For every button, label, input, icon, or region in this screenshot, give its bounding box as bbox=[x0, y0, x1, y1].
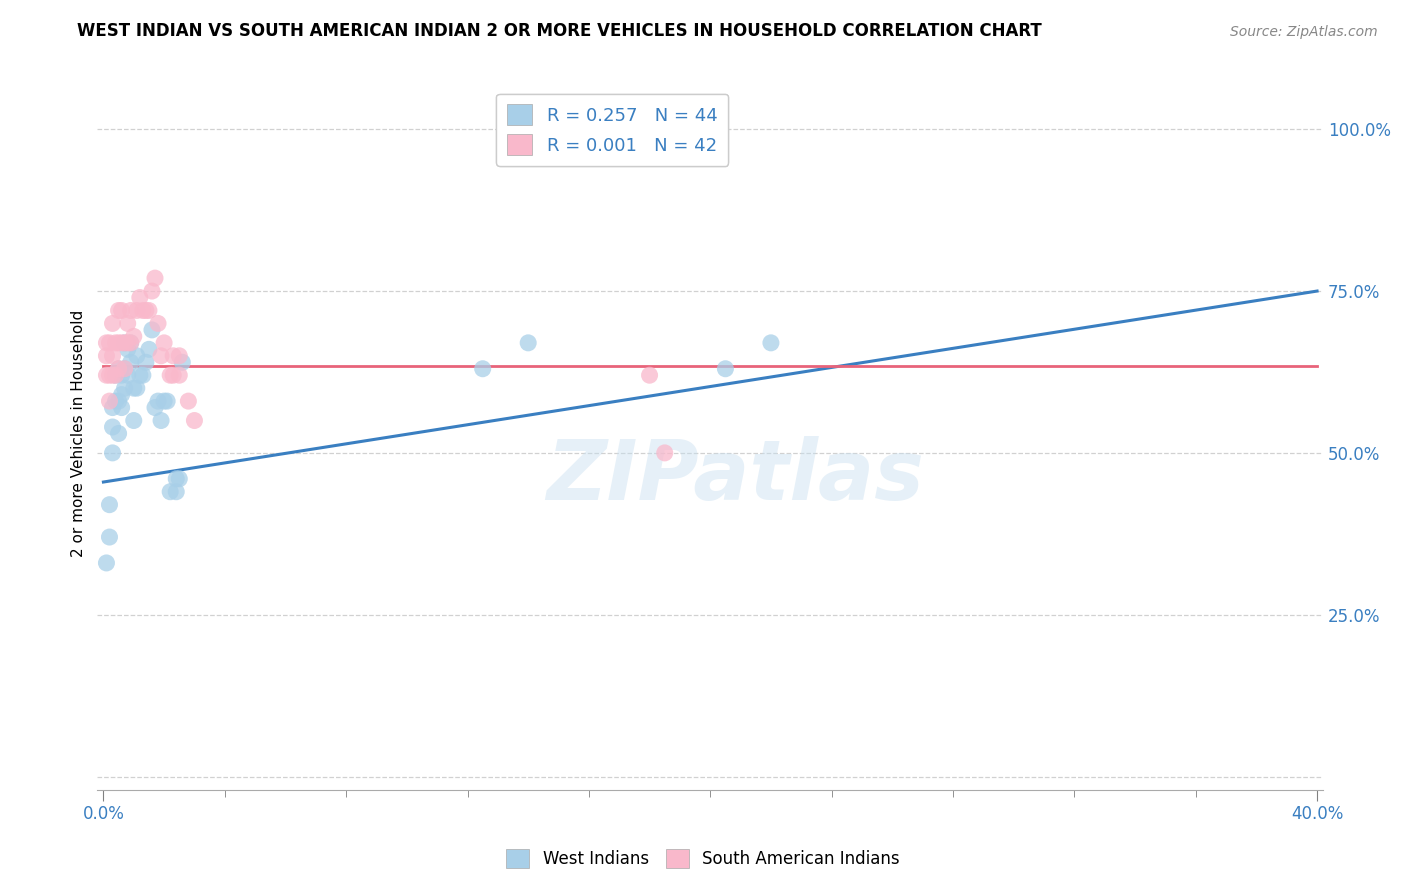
Point bbox=[159, 484, 181, 499]
Point bbox=[111, 368, 134, 383]
Point bbox=[101, 420, 124, 434]
Point bbox=[107, 426, 129, 441]
Point bbox=[128, 368, 150, 383]
Point bbox=[156, 394, 179, 409]
Point bbox=[143, 401, 166, 415]
Point bbox=[111, 387, 134, 401]
Point bbox=[120, 335, 142, 350]
Point bbox=[111, 335, 134, 350]
Point bbox=[125, 303, 148, 318]
Point bbox=[104, 394, 127, 409]
Point bbox=[146, 394, 169, 409]
Point bbox=[114, 361, 136, 376]
Point bbox=[138, 303, 160, 318]
Point bbox=[117, 343, 139, 357]
Point bbox=[122, 413, 145, 427]
Point bbox=[183, 413, 205, 427]
Point bbox=[135, 303, 157, 318]
Point bbox=[638, 368, 661, 383]
Point bbox=[517, 335, 540, 350]
Point bbox=[135, 355, 157, 369]
Point bbox=[159, 368, 181, 383]
Point bbox=[96, 368, 118, 383]
Point bbox=[104, 368, 127, 383]
Point bbox=[107, 361, 129, 376]
Point bbox=[714, 361, 737, 376]
Point bbox=[98, 368, 121, 383]
Point bbox=[111, 303, 134, 318]
Point bbox=[101, 446, 124, 460]
Point bbox=[114, 335, 136, 350]
Point bbox=[114, 381, 136, 395]
Point bbox=[117, 317, 139, 331]
Point bbox=[759, 335, 782, 350]
Point bbox=[117, 368, 139, 383]
Point bbox=[172, 355, 194, 369]
Point bbox=[101, 401, 124, 415]
Point bbox=[165, 484, 187, 499]
Point bbox=[128, 291, 150, 305]
Point bbox=[96, 556, 118, 570]
Text: Source: ZipAtlas.com: Source: ZipAtlas.com bbox=[1230, 25, 1378, 38]
Point bbox=[107, 335, 129, 350]
Point bbox=[98, 498, 121, 512]
Point bbox=[125, 381, 148, 395]
Point bbox=[107, 361, 129, 376]
Point bbox=[125, 349, 148, 363]
Point bbox=[141, 323, 163, 337]
Point bbox=[111, 401, 134, 415]
Point bbox=[96, 349, 118, 363]
Point bbox=[141, 284, 163, 298]
Point bbox=[101, 317, 124, 331]
Point bbox=[146, 317, 169, 331]
Point bbox=[104, 368, 127, 383]
Point bbox=[138, 343, 160, 357]
Point bbox=[122, 329, 145, 343]
Point bbox=[117, 335, 139, 350]
Point bbox=[153, 335, 176, 350]
Point bbox=[162, 368, 184, 383]
Point bbox=[654, 446, 676, 460]
Point bbox=[143, 271, 166, 285]
Point bbox=[101, 349, 124, 363]
Point bbox=[114, 361, 136, 376]
Legend: West Indians, South American Indians: West Indians, South American Indians bbox=[499, 842, 907, 875]
Point bbox=[120, 303, 142, 318]
Point bbox=[114, 335, 136, 350]
Point bbox=[165, 472, 187, 486]
Point bbox=[122, 381, 145, 395]
Point bbox=[120, 355, 142, 369]
Point bbox=[132, 368, 155, 383]
Legend: R = 0.257   N = 44, R = 0.001   N = 42: R = 0.257 N = 44, R = 0.001 N = 42 bbox=[496, 94, 728, 166]
Point bbox=[107, 303, 129, 318]
Y-axis label: 2 or more Vehicles in Household: 2 or more Vehicles in Household bbox=[72, 310, 86, 558]
Point bbox=[107, 394, 129, 409]
Point bbox=[96, 335, 118, 350]
Point bbox=[150, 413, 173, 427]
Point bbox=[98, 530, 121, 544]
Point bbox=[471, 361, 494, 376]
Point bbox=[169, 472, 191, 486]
Point bbox=[132, 303, 155, 318]
Point bbox=[101, 368, 124, 383]
Point bbox=[150, 349, 173, 363]
Point bbox=[120, 335, 142, 350]
Point bbox=[169, 368, 191, 383]
Point bbox=[98, 335, 121, 350]
Point bbox=[153, 394, 176, 409]
Point bbox=[104, 335, 127, 350]
Point bbox=[177, 394, 200, 409]
Text: ZIPatlas: ZIPatlas bbox=[546, 435, 924, 516]
Point bbox=[162, 349, 184, 363]
Point bbox=[98, 394, 121, 409]
Point bbox=[169, 349, 191, 363]
Text: WEST INDIAN VS SOUTH AMERICAN INDIAN 2 OR MORE VEHICLES IN HOUSEHOLD CORRELATION: WEST INDIAN VS SOUTH AMERICAN INDIAN 2 O… bbox=[77, 21, 1042, 39]
